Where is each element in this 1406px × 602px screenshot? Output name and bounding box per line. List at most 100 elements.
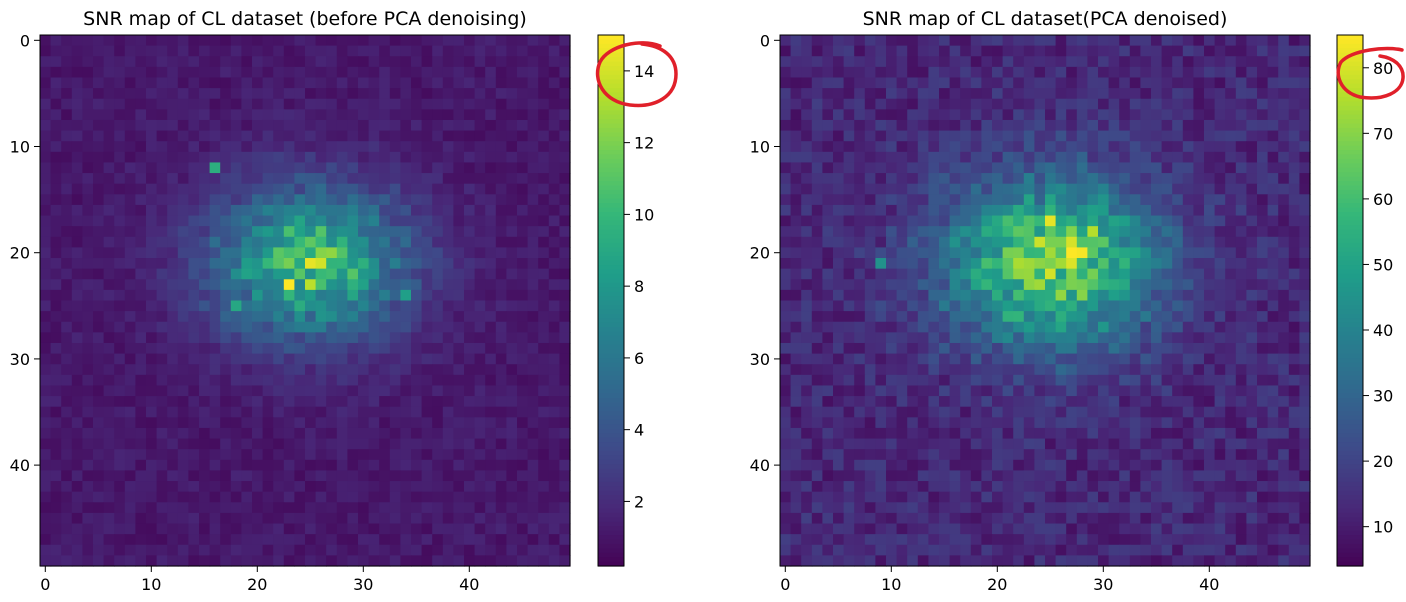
- heatmap-cell: [464, 77, 476, 89]
- heatmap-cell: [1129, 396, 1141, 408]
- heatmap-cell: [358, 459, 370, 472]
- heatmap-cell: [495, 77, 507, 89]
- heatmap-cell: [347, 374, 359, 387]
- heatmap-cell: [1246, 119, 1258, 132]
- heatmap-cell: [1161, 236, 1173, 248]
- heatmap-cell: [527, 247, 539, 259]
- heatmap-cell: [1299, 459, 1311, 472]
- heatmap-cell: [939, 427, 951, 440]
- heatmap-cell: [103, 385, 115, 397]
- heatmap-cell: [61, 481, 73, 493]
- heatmap-cell: [379, 459, 391, 472]
- heatmap-cell: [992, 279, 1004, 291]
- heatmap-cell: [1034, 279, 1046, 291]
- heatmap-cell: [896, 332, 908, 344]
- heatmap-cell: [209, 98, 221, 110]
- heatmap-cell: [1045, 396, 1057, 408]
- heatmap-cell: [135, 45, 147, 57]
- heatmap-cell: [40, 427, 52, 440]
- heatmap-cell: [485, 470, 497, 482]
- heatmap-cell: [464, 470, 476, 482]
- heatmap-cell: [527, 481, 539, 493]
- heatmap-cell: [358, 66, 370, 79]
- heatmap-cell: [1193, 353, 1205, 365]
- heatmap-cell: [907, 491, 919, 503]
- heatmap-cell: [1172, 374, 1184, 387]
- heatmap-cell: [82, 66, 94, 79]
- heatmap-cell: [1034, 417, 1046, 429]
- heatmap-cell: [1119, 470, 1131, 482]
- heatmap-cell: [780, 502, 792, 514]
- heatmap-cell: [527, 226, 539, 238]
- heatmap-cell: [1257, 364, 1269, 376]
- heatmap-cell: [230, 98, 242, 110]
- heatmap-cell: [442, 342, 454, 355]
- heatmap-cell: [1214, 151, 1226, 164]
- heatmap-cell: [252, 119, 264, 132]
- heatmap-cell: [326, 534, 338, 546]
- heatmap-cell: [1066, 247, 1078, 259]
- heatmap-cell: [1214, 66, 1226, 79]
- heatmap-cell: [1299, 374, 1311, 387]
- heatmap-cell: [400, 417, 412, 429]
- heatmap-cell: [1267, 279, 1279, 291]
- heatmap-cell: [1288, 449, 1300, 461]
- heatmap-cell: [917, 311, 929, 323]
- heatmap-cell: [1098, 45, 1110, 57]
- heatmap-cell: [1257, 151, 1269, 164]
- heatmap-cell: [400, 512, 412, 525]
- heatmap-cell: [421, 173, 433, 185]
- heatmap-cell: [358, 141, 370, 153]
- heatmap-cell: [1267, 364, 1279, 376]
- colorbar-segment: [598, 442, 624, 448]
- heatmap-cell: [305, 449, 317, 461]
- heatmap-cell: [928, 385, 940, 397]
- heatmap-cell: [1267, 268, 1279, 280]
- heatmap-cell: [527, 194, 539, 206]
- heatmap-cell: [1151, 98, 1163, 110]
- heatmap-cell: [538, 183, 550, 195]
- heatmap-cell: [1108, 406, 1120, 418]
- heatmap-cell: [294, 449, 306, 461]
- heatmap-cell: [917, 289, 929, 302]
- heatmap-cell: [82, 247, 94, 259]
- heatmap-cell: [1214, 502, 1226, 514]
- heatmap-cell: [379, 289, 391, 302]
- heatmap-cell: [1108, 321, 1120, 333]
- heatmap-cell: [1002, 353, 1014, 365]
- heatmap-cell: [389, 226, 401, 238]
- heatmap-cell: [209, 353, 221, 365]
- heatmap-cell: [939, 204, 951, 217]
- heatmap-cell: [1267, 427, 1279, 440]
- heatmap-cell: [854, 353, 866, 365]
- heatmap-cell: [273, 279, 285, 291]
- heatmap-cell: [538, 364, 550, 376]
- heatmap-cell: [1267, 321, 1279, 333]
- heatmap-cell: [230, 374, 242, 387]
- heatmap-cell: [1002, 438, 1014, 450]
- heatmap-cell: [1055, 342, 1067, 355]
- heatmap-cell: [220, 109, 232, 121]
- heatmap-cell: [1299, 88, 1311, 100]
- heatmap-cell: [1002, 321, 1014, 333]
- heatmap-cell: [379, 353, 391, 365]
- heatmap-cell: [811, 342, 823, 355]
- heatmap-cell: [960, 502, 972, 514]
- heatmap-cell: [135, 35, 147, 47]
- heatmap-cell: [358, 173, 370, 185]
- heatmap-cell: [981, 77, 993, 89]
- heatmap-cell: [135, 438, 147, 450]
- heatmap-cell: [970, 289, 982, 302]
- heatmap-cell: [928, 523, 940, 535]
- colorbar-segment: [598, 247, 624, 253]
- heatmap-cell: [992, 258, 1004, 270]
- heatmap-cell: [294, 130, 306, 142]
- heatmap-cell: [199, 226, 211, 238]
- heatmap-cell: [167, 226, 179, 238]
- heatmap-cell: [177, 491, 189, 503]
- heatmap-cell: [61, 56, 73, 68]
- heatmap-cell: [167, 512, 179, 525]
- heatmap-cell: [1214, 130, 1226, 142]
- heatmap-cell: [220, 289, 232, 302]
- heatmap-cell: [336, 247, 348, 259]
